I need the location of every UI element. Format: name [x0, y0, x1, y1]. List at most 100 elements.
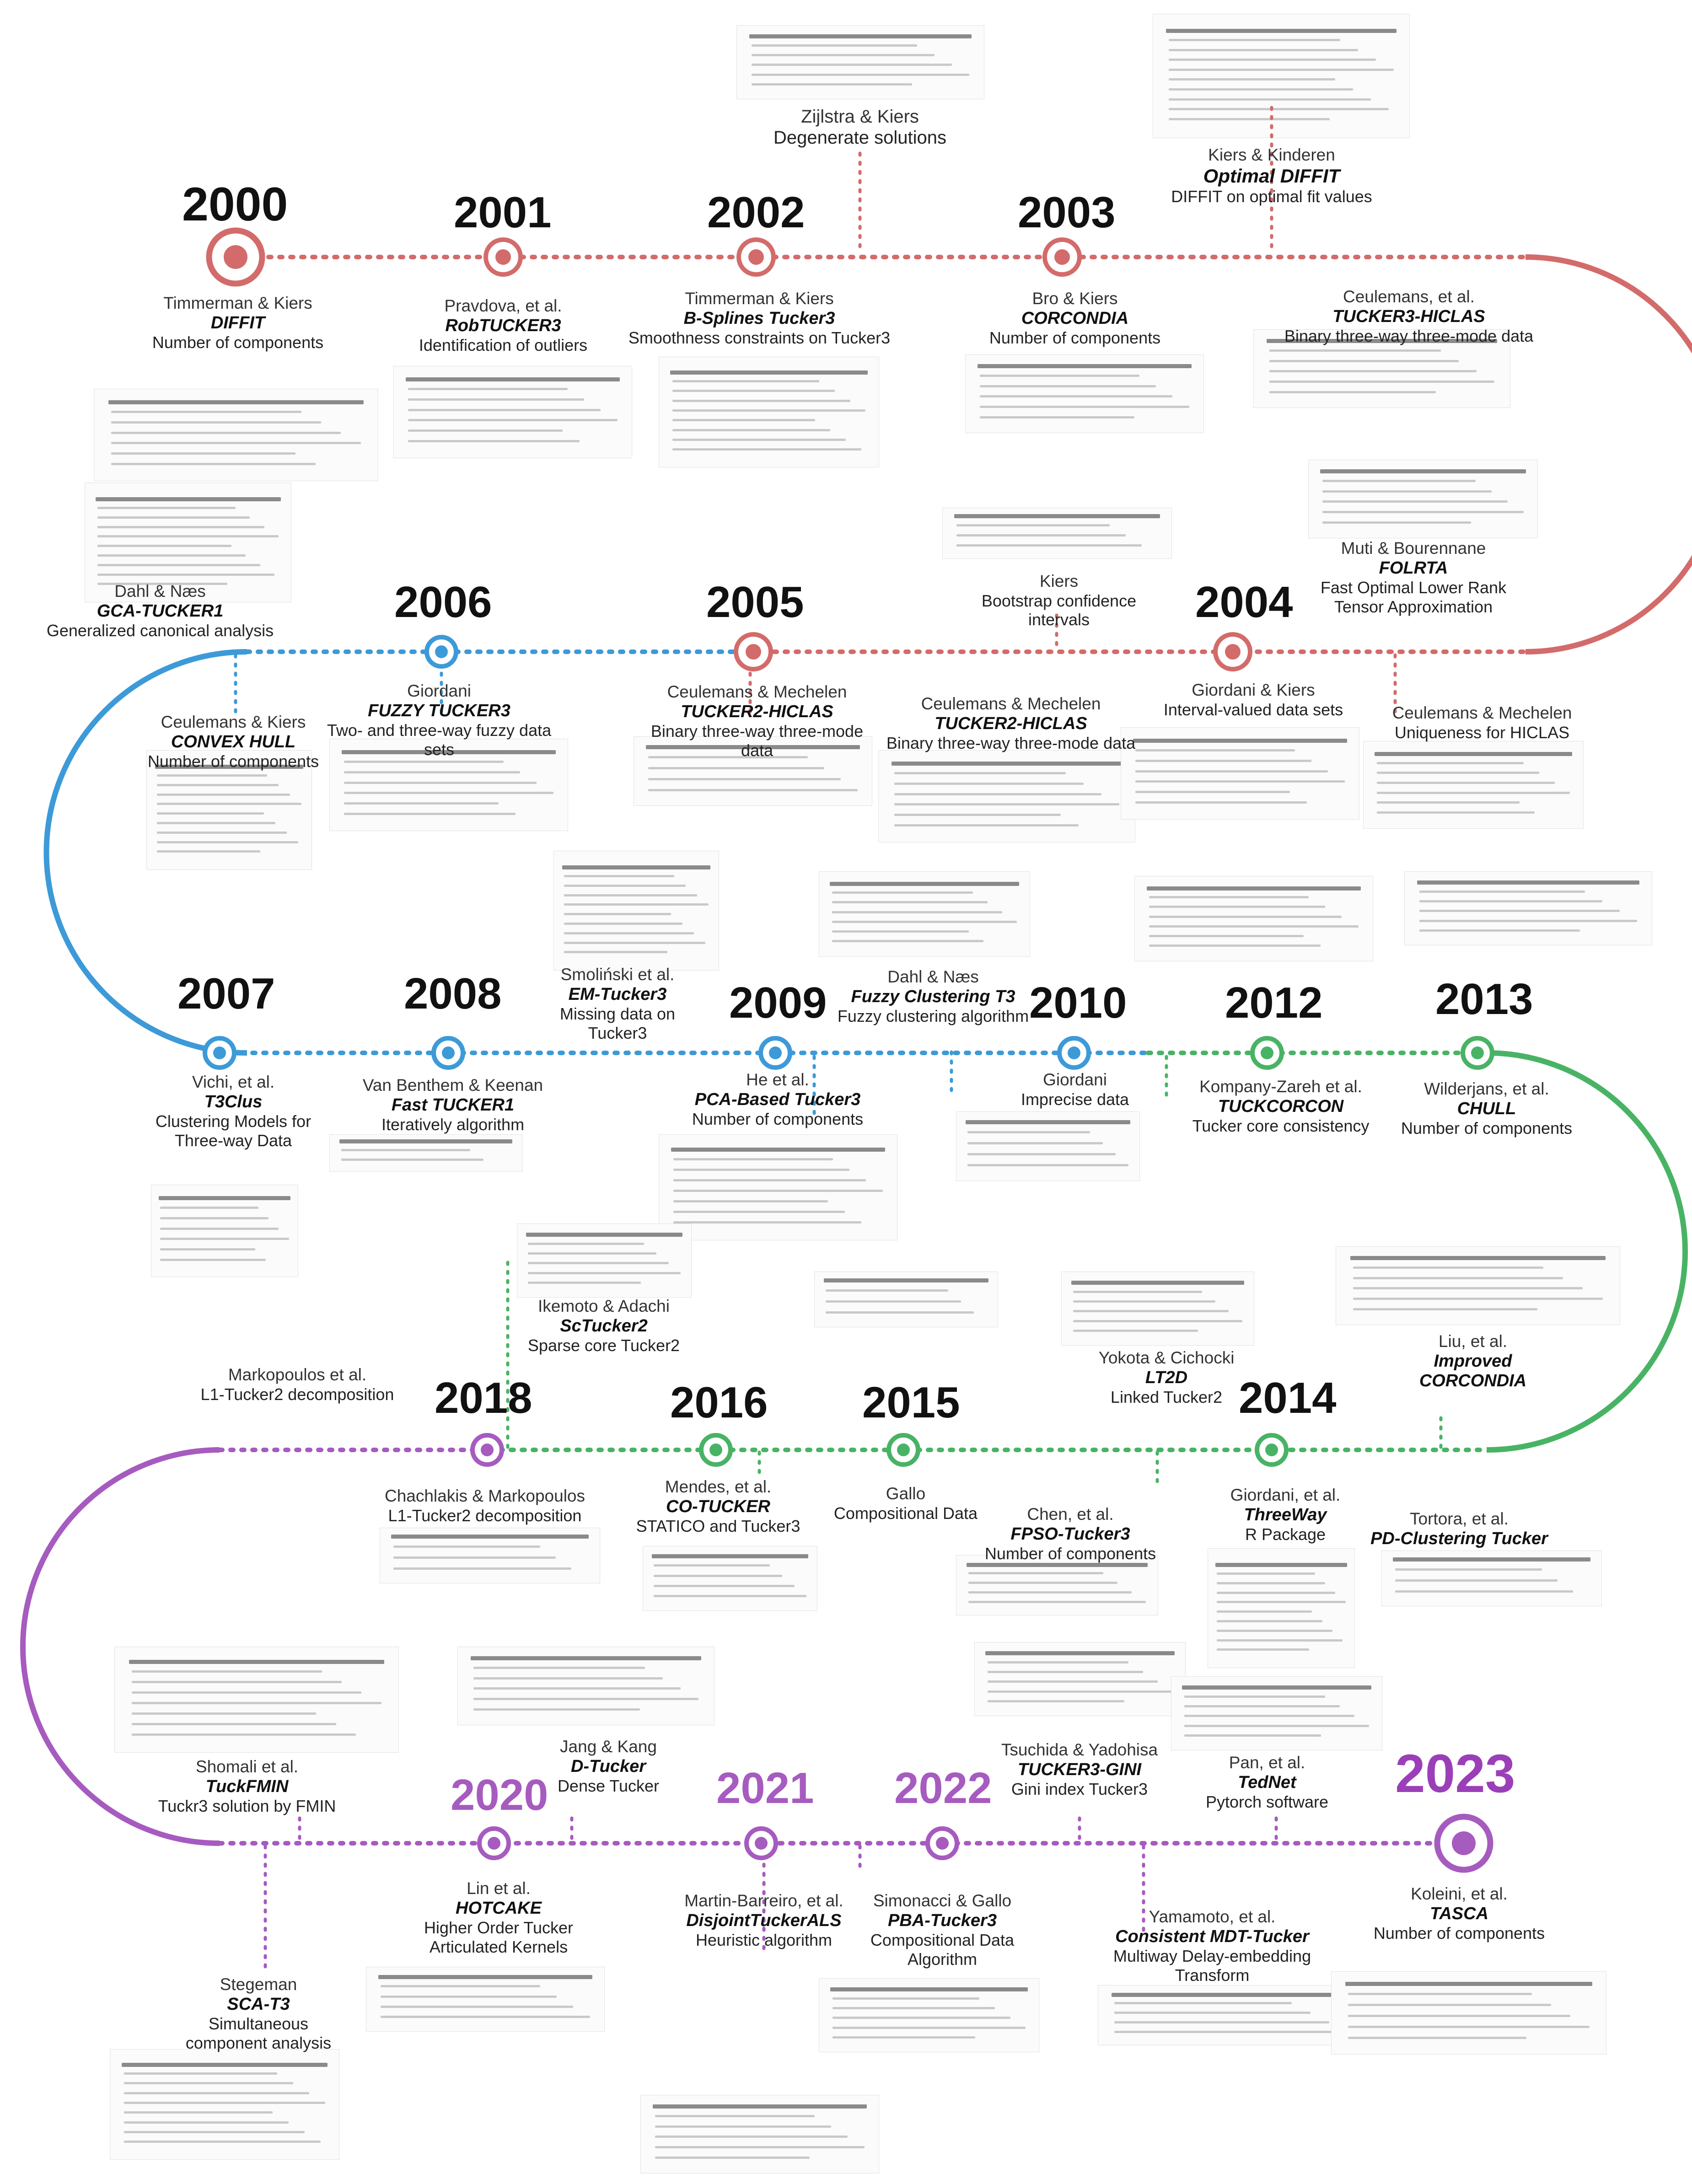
paper-thumbnail: [1336, 1246, 1620, 1325]
paper-text-line: [132, 1670, 322, 1673]
paper-text-line: [980, 375, 1139, 377]
paper-text-line: [1269, 381, 1495, 383]
timeline-node-center: [709, 1443, 722, 1456]
paper-text-line: [968, 1582, 1117, 1584]
paper-text-line: [832, 920, 1017, 923]
paper-text-line: [1395, 1579, 1558, 1582]
paper-title-line: [526, 1233, 682, 1237]
paper-text-line: [987, 1680, 1158, 1683]
paper-text-line: [160, 1206, 258, 1209]
paper-text-line: [564, 913, 671, 916]
paper-text-line: [967, 1131, 1090, 1133]
paper-text-line: [111, 463, 316, 466]
paper-title-line: [892, 762, 1122, 766]
paper-text-line: [1168, 48, 1358, 51]
paper-text-line: [132, 1680, 342, 1683]
paper-text-line: [124, 2092, 309, 2094]
entry-label: Ceulemans & Mechelen Uniqueness for HICLA…: [1392, 703, 1572, 742]
year-label: 2008: [404, 969, 502, 1018]
entry-label: Chen, et al. FPSO-Tucker3 Number of compon…: [984, 1505, 1156, 1563]
paper-thumbnail: [146, 750, 312, 870]
paper-text-line: [408, 419, 618, 422]
paper-text-line: [1353, 1308, 1538, 1310]
entry-label: Pan, et al. TedNet Pytorch software: [1205, 1753, 1329, 1812]
paper-text-line: [1217, 1582, 1325, 1584]
paper-text-line: [672, 419, 815, 422]
paper-text-line: [673, 1210, 845, 1213]
paper-text-line: [980, 406, 1189, 408]
paper-thumbnail: [819, 871, 1030, 957]
paper-text-line: [826, 1311, 974, 1314]
entry-label: Ceulemans & Mechelen TUCKER2-HICLAS Binary…: [650, 682, 864, 760]
paper-text-line: [987, 1700, 1124, 1702]
paper-text-line: [653, 1585, 795, 1587]
paper-text-line: [1348, 2014, 1570, 2017]
paper-text-line: [564, 903, 709, 906]
entry-label: Wilderjans, et al. CHULL Number of compone…: [1401, 1079, 1573, 1138]
paper-text-line: [473, 1698, 699, 1701]
paper-text-line: [987, 1661, 1128, 1663]
paper-text-line: [527, 1272, 681, 1274]
paper-text-line: [1168, 98, 1371, 101]
paper-text-line: [97, 507, 236, 509]
paper-text-line: [655, 2125, 831, 2128]
paper-text-line: [1217, 1620, 1322, 1622]
entry-label: Stegeman SCA-T3 Simultaneous component ana…: [185, 1975, 332, 2052]
entry-label: Ceulemans & Kiers CONVEX HULL Number of co…: [147, 713, 319, 771]
paper-text-line: [1322, 500, 1508, 503]
year-label: 2004: [1195, 578, 1293, 627]
paper-text-line: [1419, 900, 1602, 902]
paper-thumbnail: [380, 1528, 600, 1583]
paper-title-line: [1215, 1563, 1347, 1567]
paper-text-line: [1376, 811, 1535, 814]
paper-text-line: [1168, 108, 1389, 111]
paper-text-line: [1114, 2030, 1348, 2033]
paper-title-line: [1071, 1281, 1244, 1285]
paper-text-line: [968, 1591, 1132, 1594]
paper-text-line: [156, 850, 261, 853]
timeline-node-center: [1054, 249, 1070, 265]
paper-thumbnail: [956, 1555, 1158, 1615]
paper-title-line: [129, 1659, 384, 1664]
paper-text-line: [124, 2102, 325, 2104]
paper-text-line: [1322, 521, 1471, 524]
paper-text-line: [1322, 511, 1524, 514]
paper-text-line: [124, 2131, 305, 2134]
paper-thumbnail: [1308, 460, 1538, 538]
paper-text-line: [1419, 890, 1585, 893]
paper-text-line: [1217, 1648, 1309, 1651]
paper-text-line: [344, 792, 553, 794]
timeline-node-center: [224, 245, 247, 269]
year-label: 2016: [670, 1378, 768, 1427]
paper-text-line: [648, 789, 858, 791]
paper-text-line: [97, 583, 227, 585]
paper-text-line: [341, 1159, 483, 1161]
timeline-node-center: [755, 1837, 768, 1850]
paper-text-line: [1376, 791, 1570, 794]
year-label: 2006: [394, 578, 492, 627]
paper-text-line: [752, 44, 918, 47]
paper-text-line: [752, 83, 913, 86]
paper-text-line: [97, 563, 260, 566]
paper-thumbnail: [643, 1546, 817, 1611]
paper-thumbnail: [94, 389, 378, 481]
paper-text-line: [381, 1995, 557, 1998]
paper-title-line: [966, 1120, 1130, 1124]
paper-text-line: [1353, 1266, 1543, 1269]
paper-title-line: [824, 1278, 988, 1283]
entry-label: Vichi, et al. T3Clus Clustering Models for…: [155, 1073, 312, 1150]
paper-thumbnail: [1363, 741, 1584, 829]
paper-thumbnail: [1208, 1548, 1355, 1668]
paper-text-line: [752, 73, 969, 76]
year-label: 2009: [729, 978, 827, 1027]
paper-text-line: [97, 573, 274, 576]
entry-label: Bro & Kiers CORCONDIA Number of components: [989, 289, 1161, 348]
entry-label: Giordani FUZZY TUCKER3 Two- and three-way …: [327, 681, 552, 759]
paper-text-line: [648, 756, 808, 758]
timeline-curve: [43, 649, 247, 1056]
paper-text-line: [956, 544, 1142, 547]
paper-text-line: [1184, 1734, 1321, 1737]
timeline-node-center: [1471, 1046, 1484, 1059]
paper-text-line: [408, 440, 580, 443]
paper-text-line: [1217, 1572, 1315, 1575]
